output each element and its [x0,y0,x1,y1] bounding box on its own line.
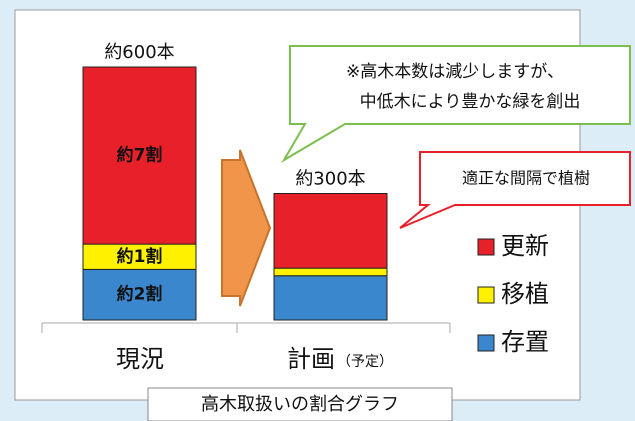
legend-label: 移植 [501,280,549,308]
legend-swatch [477,286,495,304]
bar-segment [273,267,388,277]
x-tick-label: 現況 [116,345,164,373]
legend-swatch [477,334,495,352]
callout-text: 適正な間隔で植樹 [462,169,590,188]
arrow [221,149,272,307]
x-tick-label: 計画 [287,345,335,373]
bar-segment [82,243,197,270]
callout-text: 中低木により豊かな緑を創出 [360,92,581,112]
chart-title: 高木取扱いの割合グラフ [201,394,399,415]
callout-text: ※高木本数は減少しますが、 [346,62,564,82]
legend-label: 存置 [501,328,549,356]
title-box [147,387,453,421]
bar-segment [273,193,388,269]
legend-swatch [477,238,495,256]
total-label: 約600本 [104,42,174,63]
callout [399,151,631,229]
total-label: 約300本 [295,169,365,190]
bar-segment [82,268,197,321]
segment-label: 約7割 [117,145,163,166]
callout [281,45,631,163]
legend-label: 更新 [501,232,549,260]
bar-segment [82,66,197,245]
segment-label: 約2割 [117,284,163,305]
segment-label: 約1割 [117,246,163,267]
plan-note: （予定） [337,354,393,370]
bar-segment [273,275,388,321]
